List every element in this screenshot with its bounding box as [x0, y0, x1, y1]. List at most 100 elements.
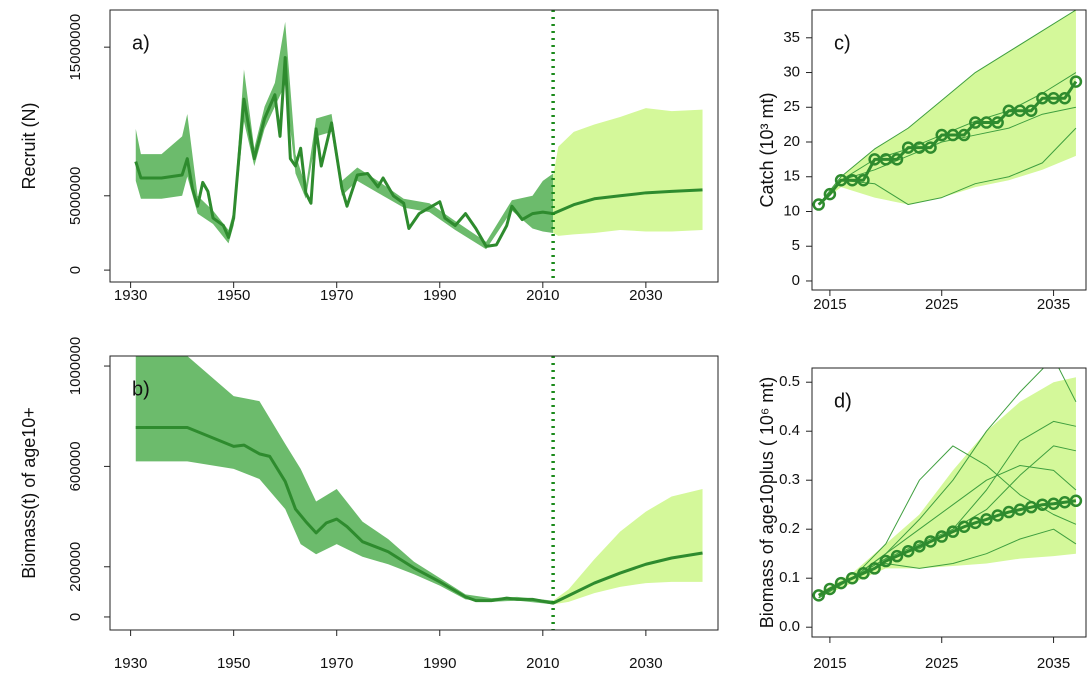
- plot-area: [135, 356, 703, 630]
- y-tick-label: 0.3: [779, 471, 800, 488]
- y-tick-label: 5: [792, 237, 800, 254]
- uncertainty-band: [553, 488, 703, 605]
- median-marker: [946, 525, 960, 538]
- median-marker: [991, 509, 1004, 522]
- median-marker: [913, 540, 926, 553]
- median-marker: [957, 520, 971, 534]
- x-tick-label: 2035: [1037, 296, 1070, 313]
- plot-frame: [811, 9, 1087, 291]
- trajectory-line: [134, 56, 703, 248]
- median-marker: [980, 513, 993, 526]
- x-tick-label: 2010: [526, 655, 559, 672]
- y-tick-label: 30: [783, 63, 800, 80]
- median-marker: [834, 576, 848, 590]
- y-tick-label: 0: [67, 266, 84, 274]
- x-tick-label: 2015: [813, 655, 846, 672]
- median-marker: [991, 116, 1004, 129]
- y-axis-label: Recruit (N): [19, 102, 39, 189]
- y-tick-label: 0.0: [779, 618, 800, 635]
- trajectory-line: [135, 426, 703, 605]
- y-tick-label: 35: [783, 29, 800, 46]
- uncertainty-band: [135, 356, 554, 605]
- plot-area: [134, 10, 703, 282]
- median-marker: [1013, 503, 1027, 516]
- median-marker: [812, 198, 825, 211]
- y-axis-label: Biomass(t) of age10+: [19, 407, 39, 579]
- median-marker: [1069, 75, 1083, 88]
- median-marker: [823, 582, 837, 596]
- panel-label: b): [132, 378, 150, 400]
- y-tick-label: 25: [783, 98, 800, 115]
- panel-label: c): [834, 32, 851, 54]
- plot-frame: [109, 355, 719, 631]
- median-marker: [1058, 496, 1072, 509]
- uncertainty-band: [135, 21, 554, 250]
- median-marker: [812, 589, 825, 602]
- median-marker: [1047, 497, 1060, 510]
- plot-area: [812, 368, 1083, 602]
- y-tick-label: 0.5: [779, 373, 800, 390]
- y-tick-label: 5000000: [67, 167, 84, 225]
- y-tick-label: 0: [792, 272, 800, 289]
- median-marker: [1024, 104, 1038, 117]
- y-tick-label: 600000: [67, 441, 84, 491]
- median-marker: [890, 549, 904, 563]
- y-axis-label: Biomass of age10plus ( 10⁶ mt): [757, 377, 777, 629]
- plot-frame: [811, 367, 1087, 638]
- median-marker: [1036, 498, 1049, 511]
- median-marker: [924, 535, 937, 548]
- x-tick-label: 2035: [1037, 655, 1070, 672]
- median-marker: [935, 530, 948, 543]
- panel-label: a): [132, 32, 150, 54]
- median-marker: [924, 141, 937, 154]
- median-marker: [901, 545, 915, 558]
- trajectory-line: [818, 106, 1077, 205]
- median-marker: [857, 567, 870, 580]
- x-tick-label: 1930: [114, 655, 147, 672]
- y-tick-label: 1000000: [67, 337, 84, 395]
- y-tick-label: 200000: [67, 542, 84, 592]
- median-marker: [1069, 494, 1083, 508]
- median-marker: [857, 173, 870, 187]
- median-marker: [846, 571, 859, 585]
- x-tick-label: 2030: [629, 655, 662, 672]
- y-tick-label: 0.4: [779, 422, 800, 439]
- median-marker: [957, 128, 971, 142]
- trajectory-line: [818, 445, 1077, 599]
- uncertainty-band: [553, 108, 703, 236]
- x-tick-label: 1970: [320, 655, 353, 672]
- y-axis-label: Catch (10³ mt): [757, 92, 777, 207]
- x-tick-label: 1970: [320, 287, 353, 304]
- y-tick-label: 20: [783, 133, 800, 150]
- x-tick-label: 2015: [813, 296, 846, 313]
- median-marker: [890, 153, 904, 166]
- x-tick-label: 2030: [629, 287, 662, 304]
- plot-frame: [109, 9, 719, 283]
- x-tick-label: 1950: [217, 655, 250, 672]
- median-marker: [879, 554, 893, 568]
- y-tick-label: 0.1: [779, 569, 800, 586]
- median-marker: [1058, 91, 1072, 105]
- x-tick-label: 1990: [423, 655, 456, 672]
- y-tick-label: 0.2: [779, 520, 800, 537]
- y-tick-label: 15000000: [67, 14, 84, 81]
- panel-label: d): [834, 390, 852, 412]
- trajectory-line: [818, 465, 1077, 599]
- plot-area: [812, 10, 1083, 211]
- x-tick-label: 2025: [925, 655, 958, 672]
- x-tick-label: 1990: [423, 287, 456, 304]
- trajectory-line: [818, 10, 1077, 205]
- y-tick-label: 10: [783, 202, 800, 219]
- median-marker: [969, 516, 982, 530]
- x-tick-label: 1950: [217, 287, 250, 304]
- median-marker: [1002, 505, 1016, 519]
- x-tick-label: 2025: [925, 296, 958, 313]
- x-tick-label: 2010: [526, 287, 559, 304]
- y-tick-label: 0: [67, 613, 84, 621]
- y-tick-label: 15: [783, 168, 800, 185]
- median-marker: [823, 187, 837, 201]
- median-marker: [868, 562, 881, 575]
- median-marker: [1024, 500, 1038, 514]
- x-tick-label: 1930: [114, 287, 147, 304]
